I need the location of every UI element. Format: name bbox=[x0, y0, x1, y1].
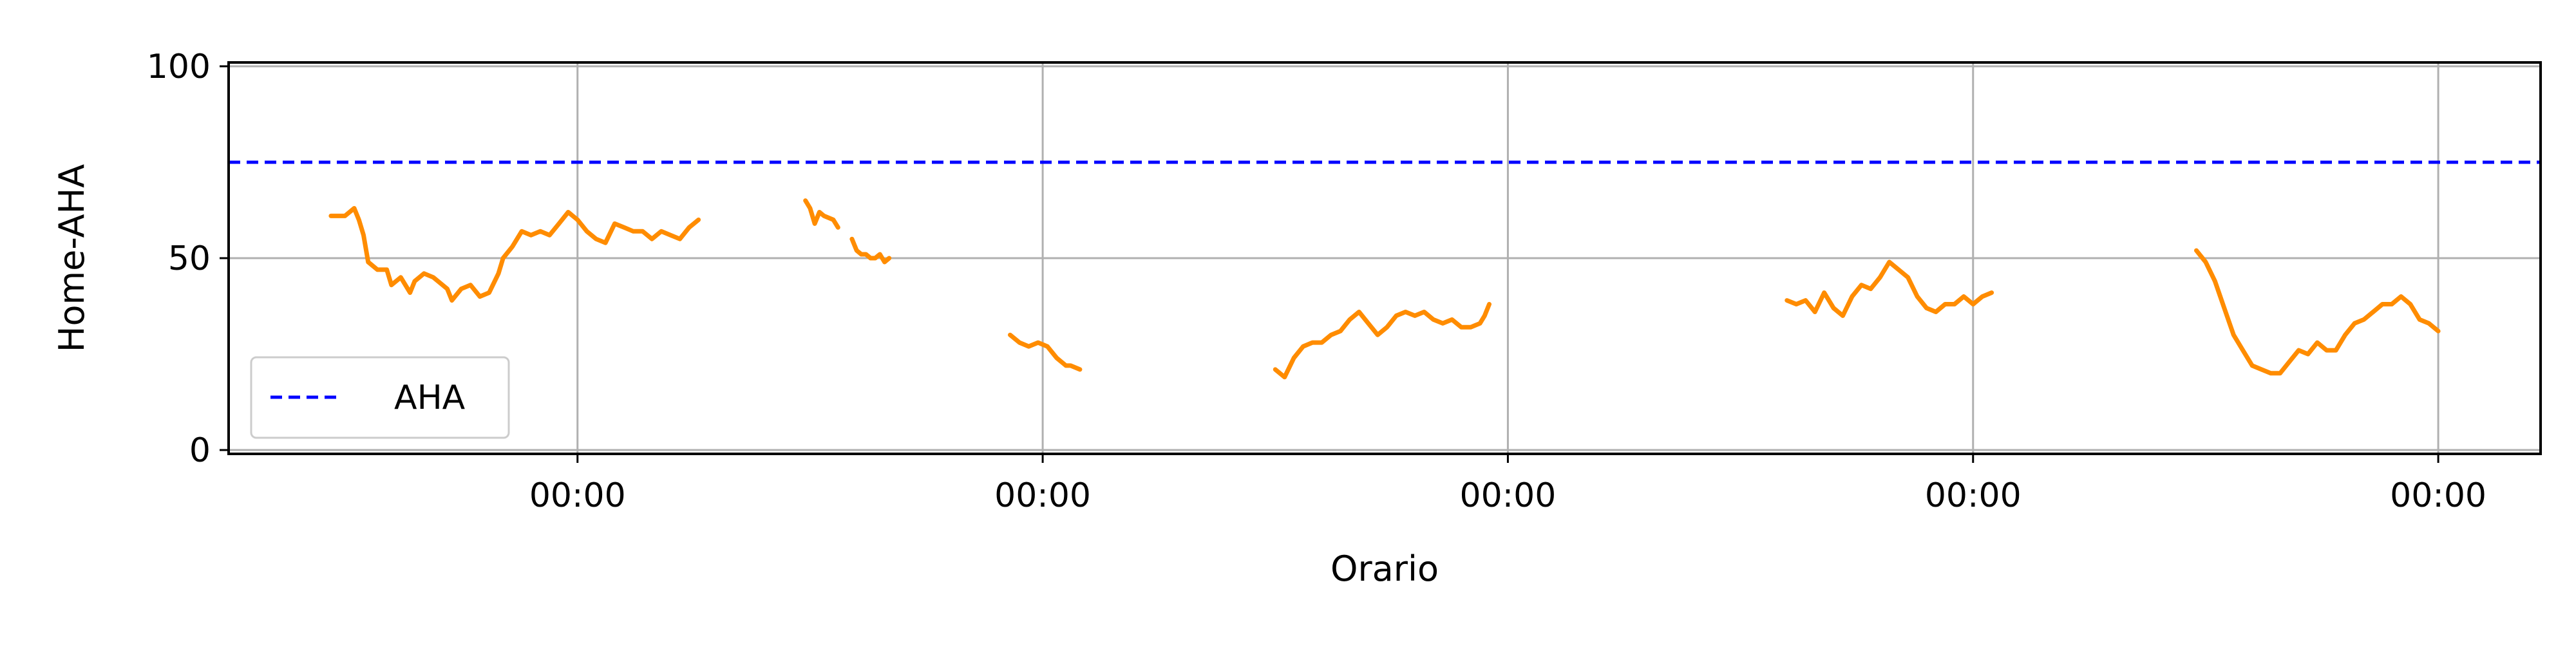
legend-label-aha: AHA bbox=[394, 379, 466, 417]
series-segment-3 bbox=[1008, 332, 1083, 372]
series-segment-2 bbox=[849, 236, 892, 265]
x-axis-label: Orario bbox=[1331, 549, 1439, 589]
series-layer bbox=[328, 198, 2441, 380]
series-segment-4 bbox=[1273, 302, 1492, 380]
x-tick-label-2: 00:00 bbox=[1459, 476, 1556, 515]
series-segment-0 bbox=[328, 206, 701, 303]
grid bbox=[229, 62, 2541, 454]
y-tick-label-1: 50 bbox=[168, 239, 211, 278]
series-segment-1 bbox=[803, 198, 840, 230]
x-tick-label-4: 00:00 bbox=[2390, 476, 2486, 515]
ticks: 00:00 00:00 00:00 00:00 00:00 0 50 100 bbox=[147, 48, 2486, 515]
x-tick-label-1: 00:00 bbox=[994, 476, 1091, 515]
x-tick-label-0: 00:00 bbox=[529, 476, 626, 515]
y-tick-label-2: 100 bbox=[147, 48, 211, 86]
y-tick-label-0: 0 bbox=[189, 431, 211, 470]
series-segment-5 bbox=[1785, 259, 1994, 318]
series-segment-6 bbox=[2194, 248, 2441, 376]
x-tick-label-3: 00:00 bbox=[1925, 476, 2022, 515]
y-axis-label: Home-AHA bbox=[52, 164, 92, 352]
legend-box bbox=[250, 356, 510, 439]
legend: AHA bbox=[250, 356, 510, 439]
